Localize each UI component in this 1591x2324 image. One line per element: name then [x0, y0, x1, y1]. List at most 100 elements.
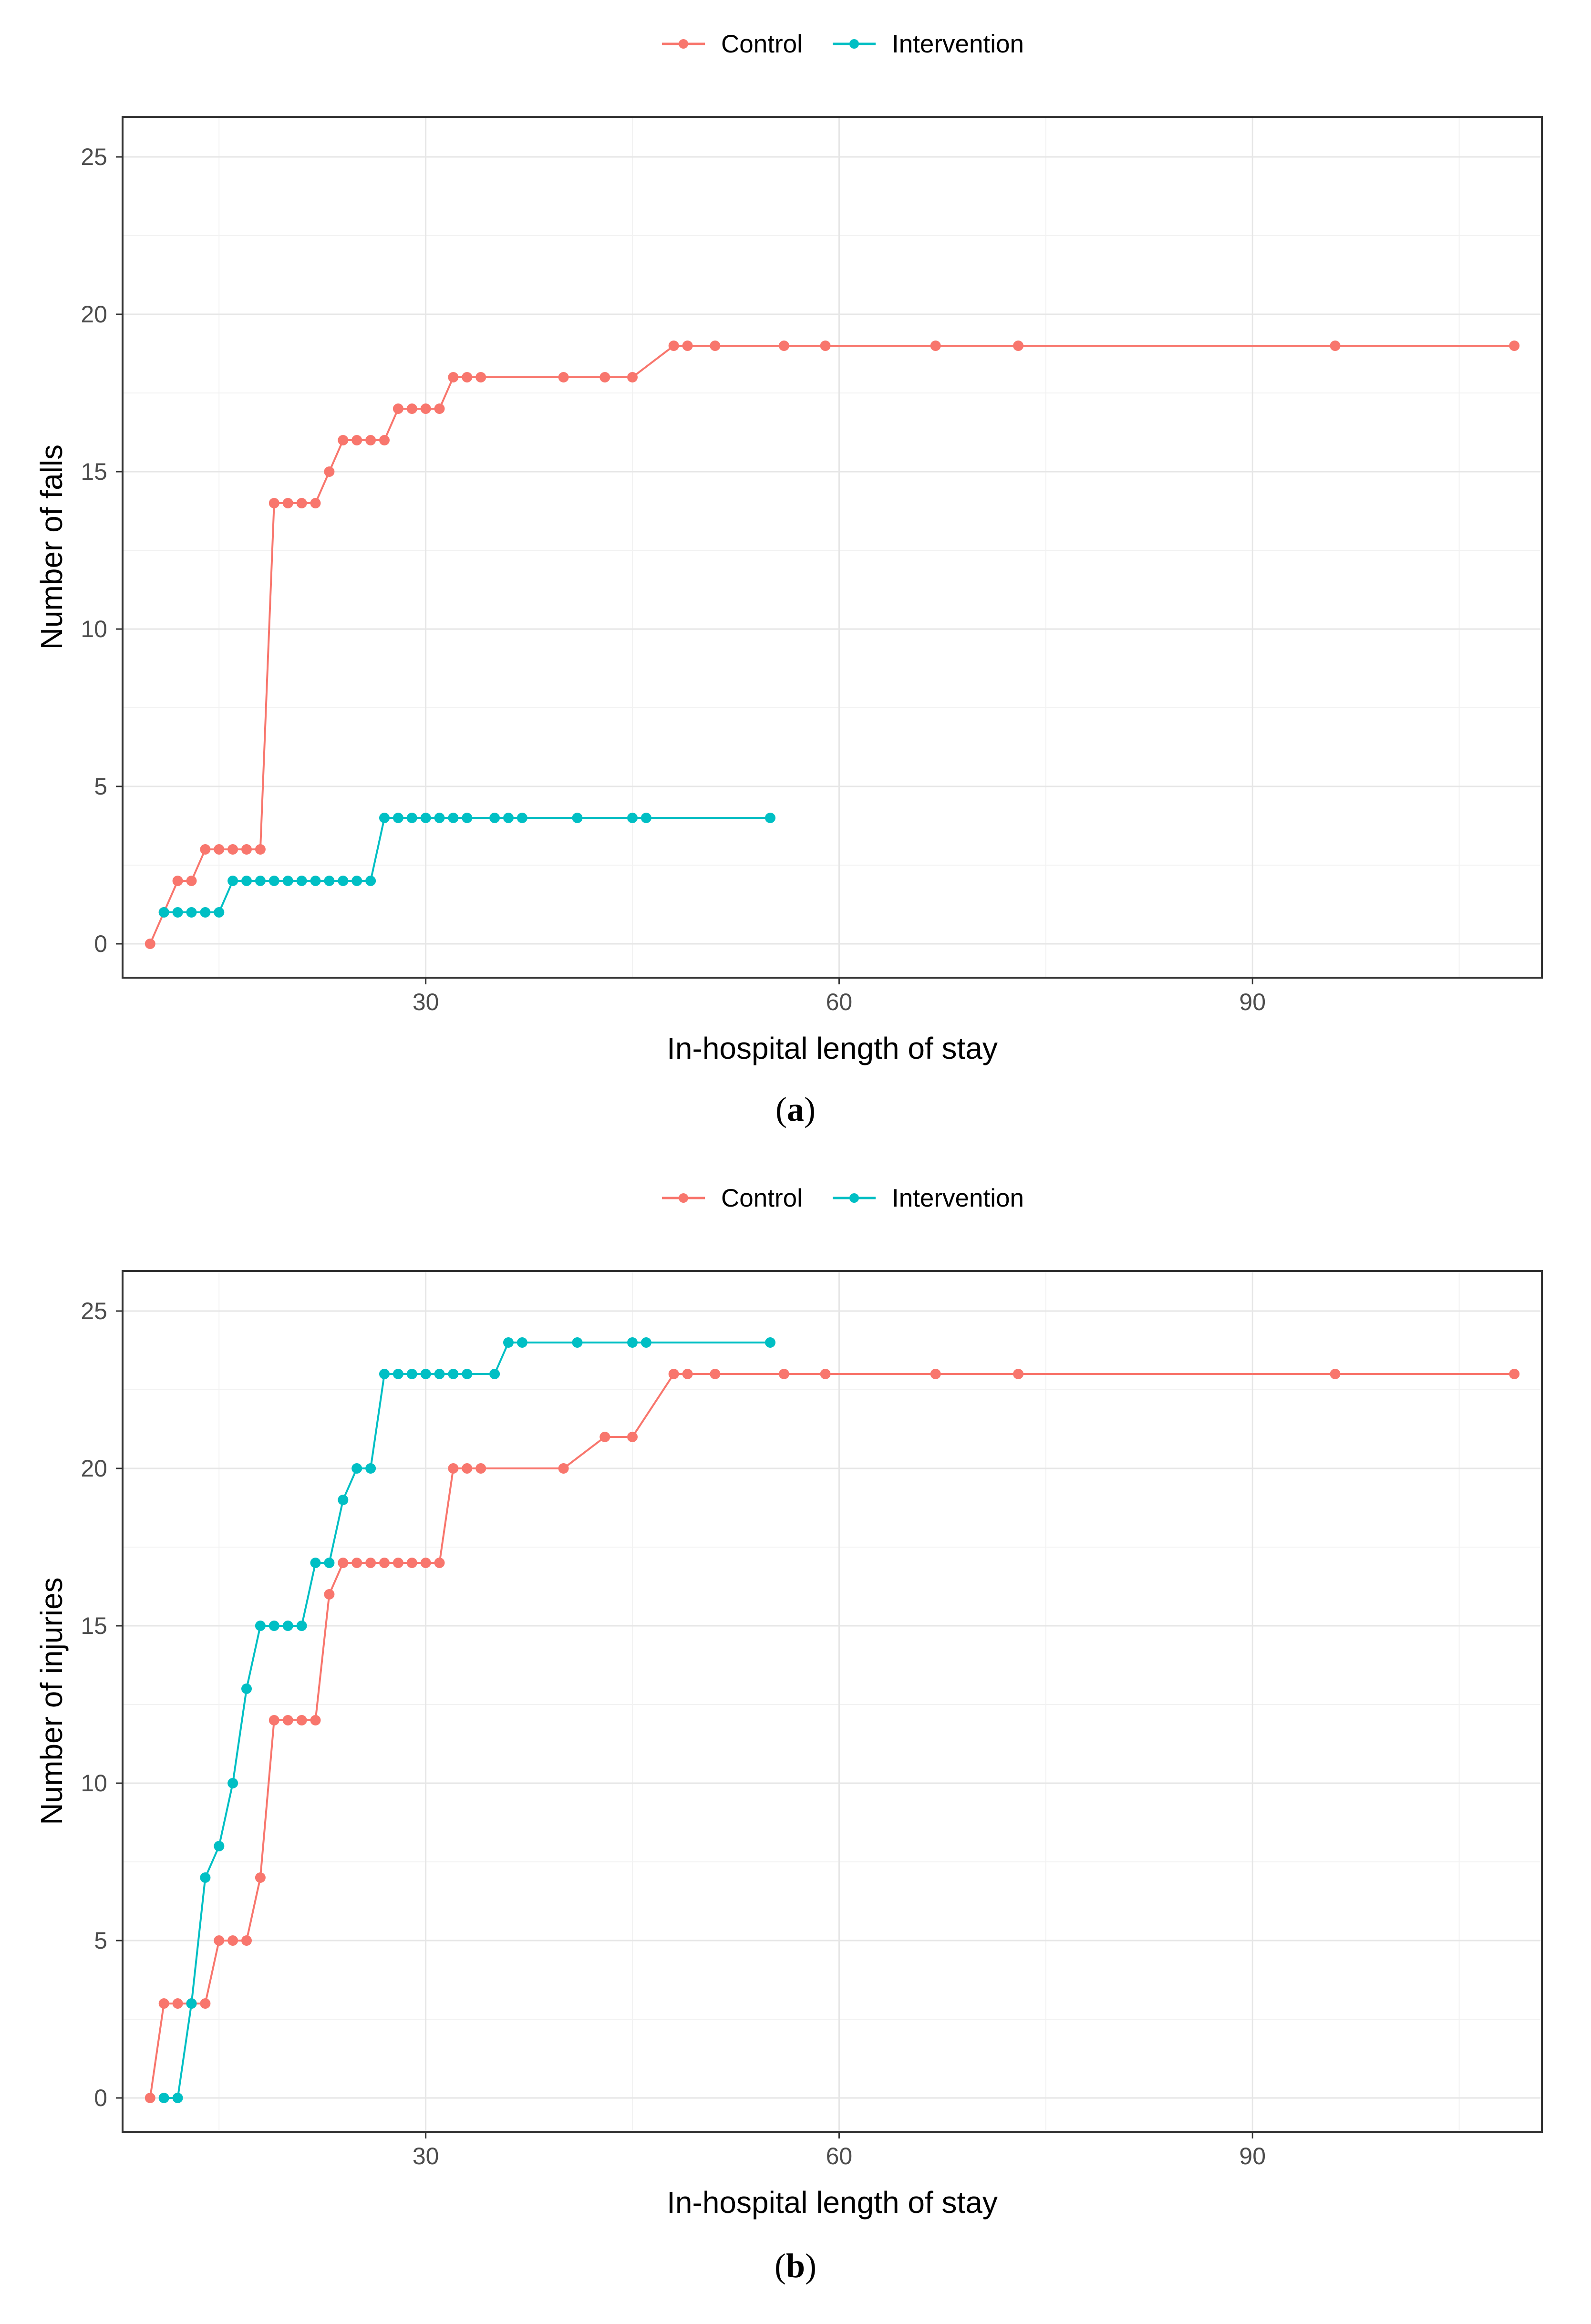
data-point-control: [682, 1369, 693, 1379]
data-point-intervention: [158, 907, 169, 918]
data-point-control: [1509, 1369, 1520, 1379]
x-axis-title-b: In-hospital length of stay: [667, 2185, 998, 2220]
data-point-intervention: [517, 813, 527, 823]
y-tick-label: 15: [81, 458, 107, 485]
data-point-control: [420, 1558, 431, 1568]
data-point-control: [930, 341, 941, 351]
legend-intervention-marker: [849, 1193, 859, 1203]
data-point-intervention: [282, 876, 293, 886]
data-point-control: [420, 403, 431, 414]
legend-intervention-marker: [849, 39, 859, 49]
x-tick-label: 90: [1239, 989, 1266, 1015]
data-marks-b: [145, 1337, 1520, 2103]
data-point-intervention: [489, 1369, 500, 1379]
data-point-control: [599, 1432, 610, 1442]
data-point-control: [930, 1369, 941, 1379]
data-point-intervention: [214, 1841, 225, 1851]
data-point-intervention: [227, 876, 238, 886]
data-point-control: [668, 341, 679, 351]
legend-b: Control Intervention: [662, 1184, 1024, 1212]
data-point-control: [475, 1463, 486, 1474]
data-point-intervention: [324, 876, 335, 886]
y-tick-label: 5: [94, 1927, 107, 1954]
plot-border-a: [122, 116, 1543, 979]
legend-intervention-label: Intervention: [892, 1184, 1024, 1212]
data-point-intervention: [365, 876, 376, 886]
data-point-intervention: [282, 1621, 293, 1631]
data-point-intervention: [200, 1872, 211, 1883]
data-point-control: [627, 372, 638, 382]
data-point-intervention: [517, 1337, 527, 1348]
data-point-intervention: [214, 907, 225, 918]
data-point-control: [241, 1935, 252, 1946]
data-point-control: [351, 435, 362, 445]
data-point-intervention: [627, 813, 638, 823]
data-point-control: [255, 1872, 266, 1883]
data-point-control: [434, 1558, 445, 1568]
data-point-intervention: [572, 1337, 583, 1348]
data-point-control: [269, 498, 279, 508]
data-point-control: [365, 1558, 376, 1568]
data-point-control: [668, 1369, 679, 1379]
y-tick-label: 25: [81, 1298, 107, 1324]
ticks-a: 30 60 90 0 5 10 15 20 25: [81, 144, 1266, 1015]
data-point-control: [599, 372, 610, 382]
data-point-control: [310, 498, 321, 508]
legend-control-marker: [679, 39, 688, 49]
data-point-control: [145, 2093, 155, 2103]
y-tick-label: 20: [81, 1455, 107, 1482]
data-point-control: [434, 403, 445, 414]
data-point-intervention: [572, 813, 583, 823]
data-point-intervention: [406, 813, 417, 823]
data-point-intervention: [503, 1337, 514, 1348]
data-point-control: [558, 372, 569, 382]
data-point-intervention: [434, 1369, 445, 1379]
data-point-intervention: [241, 1684, 252, 1694]
plot-border-b: [122, 1270, 1543, 2133]
data-point-intervention: [186, 1998, 197, 2009]
data-point-control: [269, 1715, 279, 1725]
data-point-intervention: [351, 876, 362, 886]
data-point-intervention: [393, 1369, 403, 1379]
panel-b: Control Intervention 30 60 90 0 5 10 15 20 25 In…: [34, 1184, 1543, 2285]
data-point-control: [241, 844, 252, 855]
y-tick-label: 10: [81, 1770, 107, 1797]
y-tick-label: 0: [94, 930, 107, 957]
data-point-intervention: [172, 907, 183, 918]
x-axis-title-a: In-hospital length of stay: [667, 1031, 998, 1065]
data-point-control: [778, 1369, 789, 1379]
data-point-intervention: [338, 1495, 349, 1505]
data-point-control: [448, 1463, 459, 1474]
data-point-control: [296, 498, 307, 508]
x-tick-label: 90: [1239, 2143, 1266, 2169]
caption-a: (a): [775, 1090, 816, 1128]
data-point-intervention: [462, 813, 473, 823]
legend-control-label: Control: [721, 1184, 803, 1212]
data-point-intervention: [406, 1369, 417, 1379]
data-point-intervention: [227, 1778, 238, 1788]
y-tick-label: 5: [94, 773, 107, 800]
data-point-control: [227, 844, 238, 855]
data-point-intervention: [448, 1369, 459, 1379]
y-axis-title-b: Number of injuries: [34, 1577, 69, 1825]
y-tick-label: 0: [94, 2085, 107, 2111]
data-point-intervention: [296, 876, 307, 886]
data-point-control: [310, 1715, 321, 1725]
data-point-intervention: [434, 813, 445, 823]
data-point-control: [255, 844, 266, 855]
data-point-intervention: [172, 2093, 183, 2103]
data-marks-a: [145, 341, 1520, 949]
data-point-intervention: [448, 813, 459, 823]
data-point-control: [214, 1935, 225, 1946]
x-tick-label: 30: [413, 2143, 439, 2169]
data-point-control: [1509, 341, 1520, 351]
data-point-control: [393, 1558, 403, 1568]
data-point-control: [475, 372, 486, 382]
data-point-intervention: [379, 1369, 390, 1379]
legend-intervention-label: Intervention: [892, 30, 1024, 58]
data-point-intervention: [765, 813, 775, 823]
data-point-control: [710, 1369, 721, 1379]
data-point-intervention: [641, 813, 651, 823]
data-point-intervention: [641, 1337, 651, 1348]
